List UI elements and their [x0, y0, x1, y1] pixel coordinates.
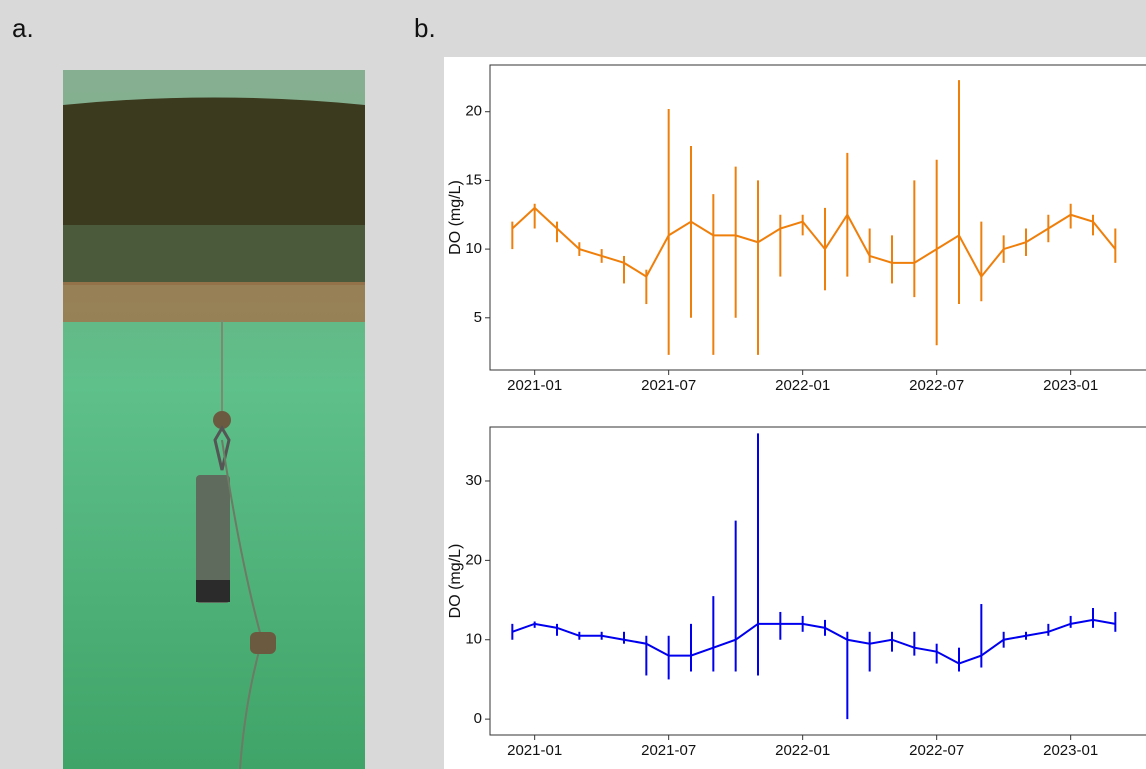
x-tick-label: 2023-01: [1043, 742, 1098, 759]
y-tick-label: 15: [465, 171, 482, 188]
y-tick-label: 10: [465, 240, 482, 257]
x-tick-label: 2022-07: [909, 377, 964, 394]
y-axis-label: DO (mg/L): [447, 544, 464, 619]
y-tick-label: 30: [465, 472, 482, 489]
y-tick-label: 10: [465, 631, 482, 648]
x-tick-label: 2021-01: [507, 377, 562, 394]
y-tick-label: 5: [474, 309, 482, 326]
data-line: [511, 206, 1117, 279]
x-tick-label: 2021-07: [641, 377, 696, 394]
y-tick-label: 20: [465, 551, 482, 568]
chart-area: [444, 57, 1146, 769]
plot-frame: [489, 64, 1146, 371]
x-tick-label: 2022-07: [909, 742, 964, 759]
y-axis-label: DO (mg/L): [447, 180, 464, 255]
x-tick-label: 2021-01: [507, 742, 562, 759]
y-tick-label: 0: [474, 710, 482, 727]
plot-frame: [489, 426, 1146, 736]
data-line: [511, 618, 1116, 665]
panel-label: b.: [414, 13, 436, 43]
photo: [63, 70, 365, 769]
x-tick-label: 2023-01: [1043, 377, 1098, 394]
x-tick-label: 2022-01: [775, 377, 830, 394]
y-tick-label: 20: [465, 103, 482, 120]
panel-label: a.: [12, 13, 34, 43]
x-tick-label: 2021-07: [641, 742, 696, 759]
x-tick-label: 2022-01: [775, 742, 830, 759]
